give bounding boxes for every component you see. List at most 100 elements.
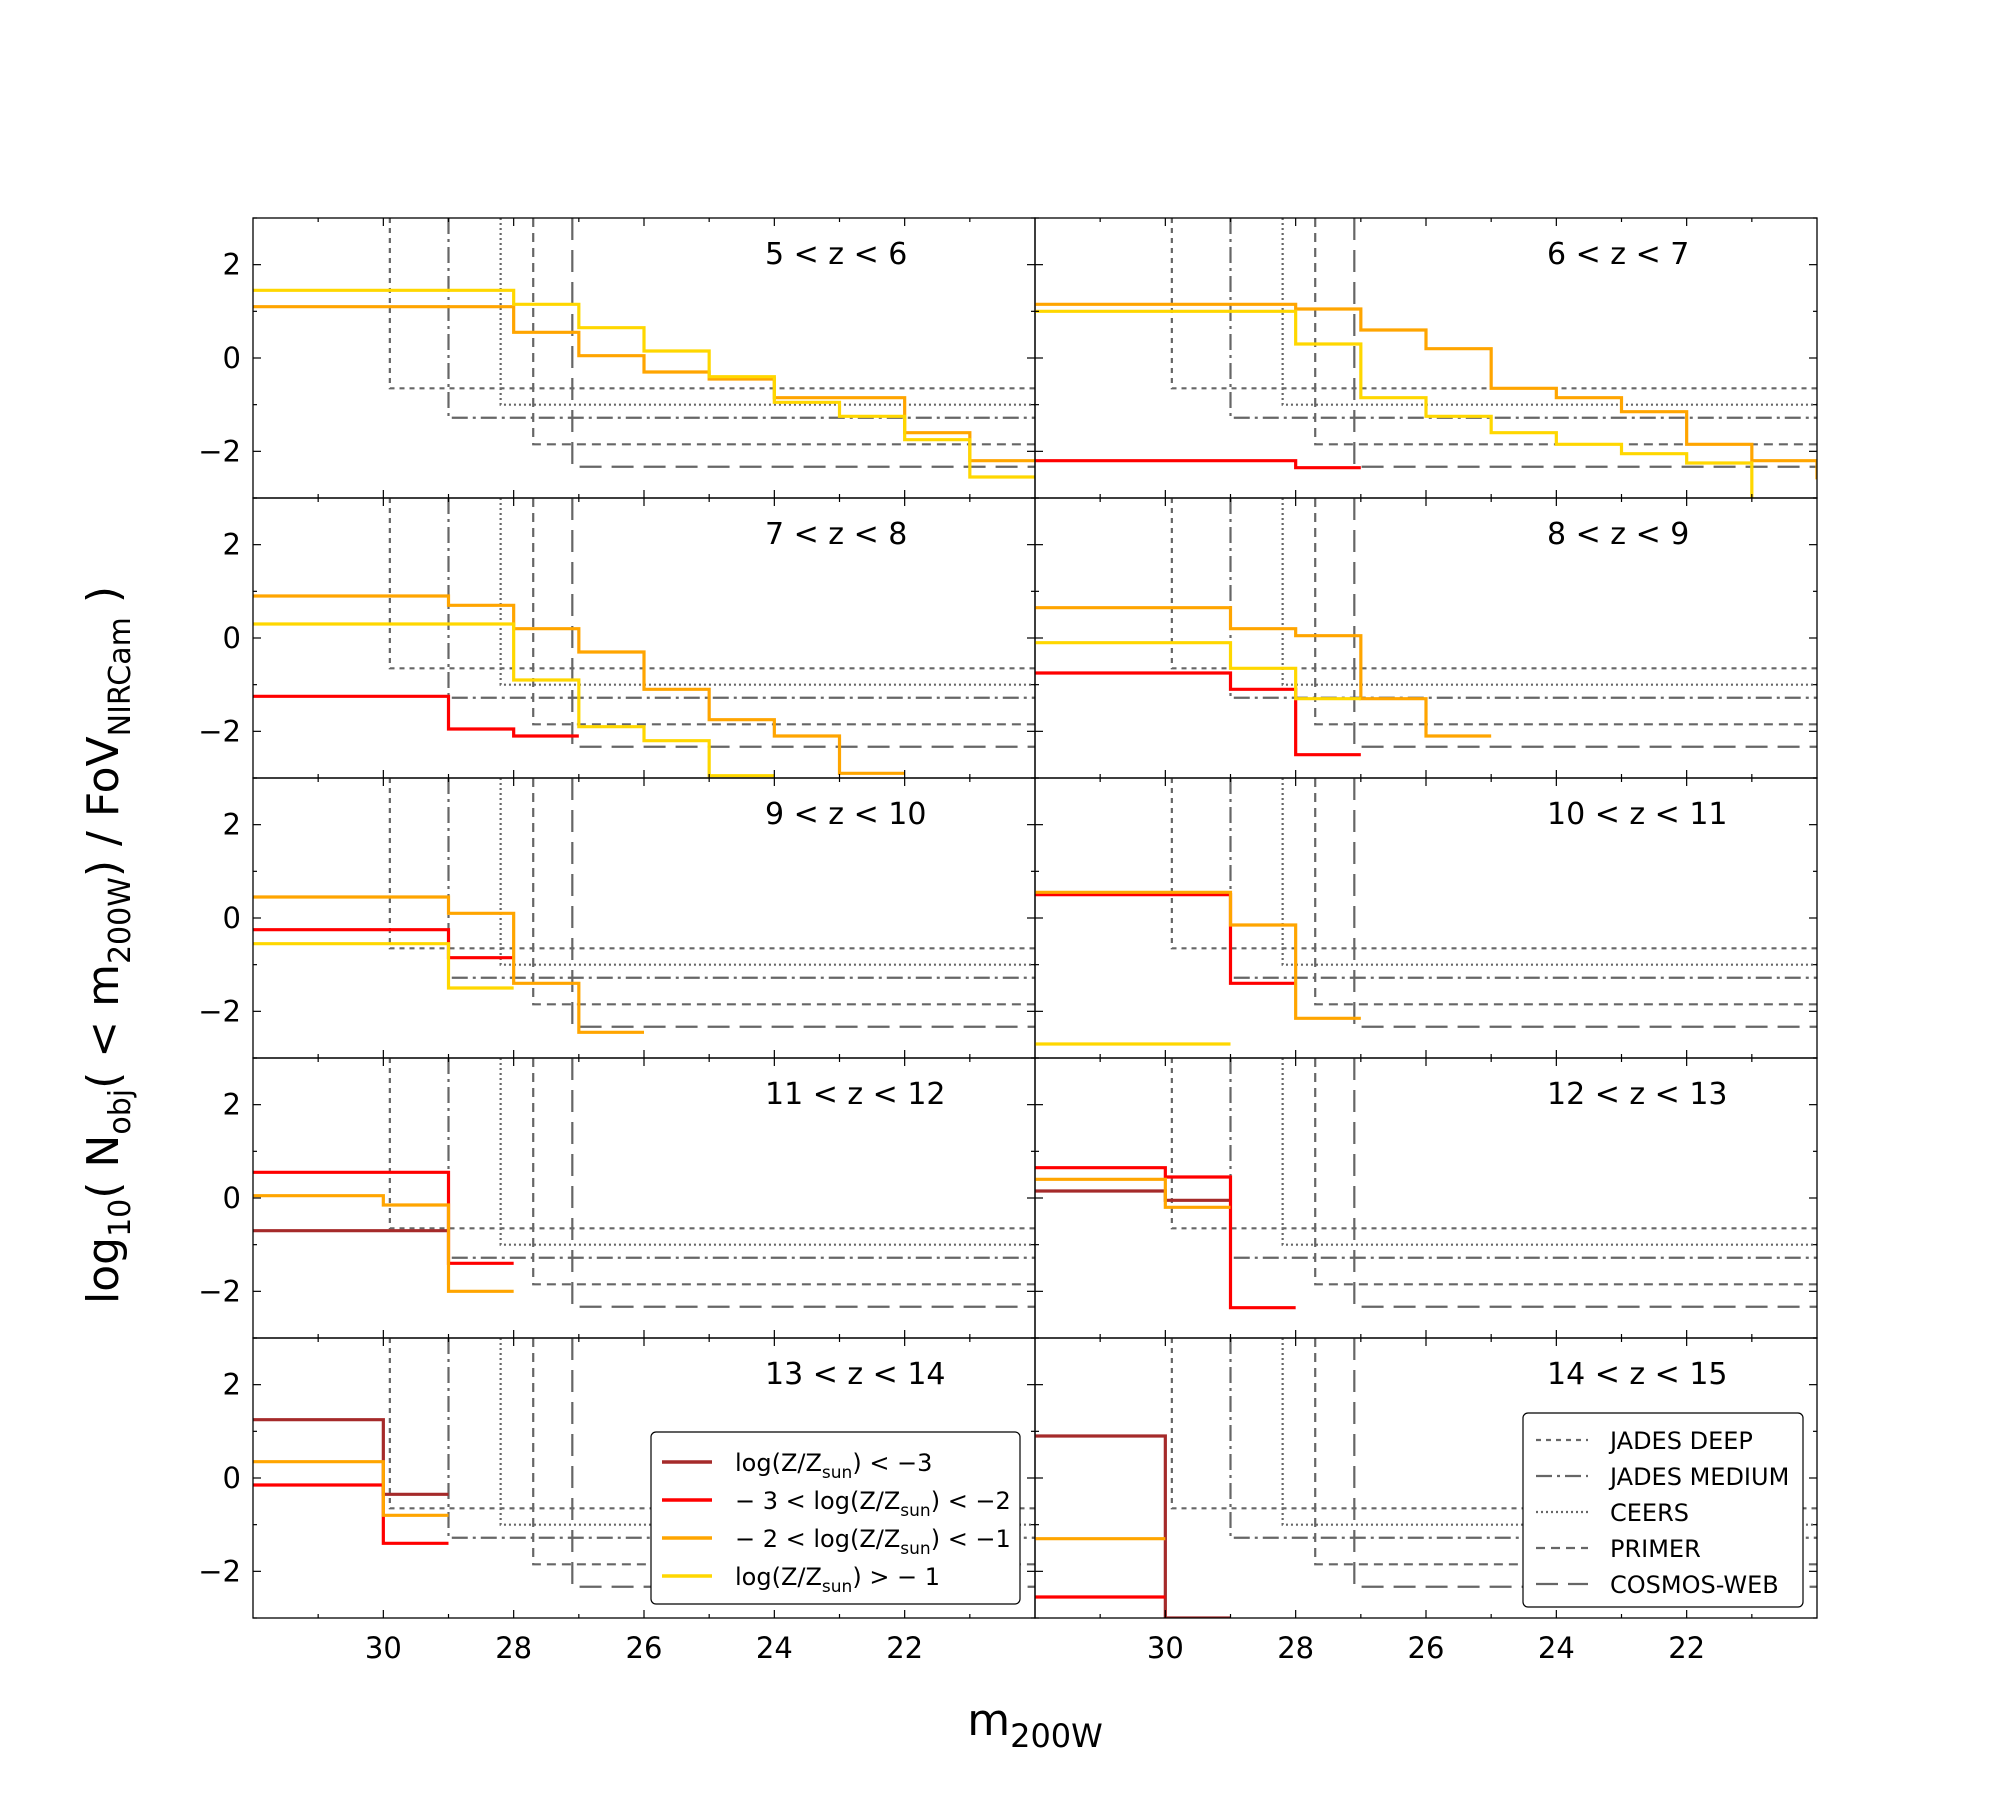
survey-limit-ceers [499, 498, 1035, 686]
redshift-label: 9 < z < 10 [765, 797, 926, 832]
series-z2 [253, 694, 579, 738]
series-z4 [1035, 309, 1754, 498]
series-z3 [253, 895, 644, 1034]
legend-label-jades_deep: JADES DEEP [1608, 1427, 1753, 1455]
legend-label-z1: log(Z/Zsun) < −3 [735, 1449, 932, 1483]
x-tick-label: 26 [626, 1631, 663, 1665]
redshift-label: 7 < z < 8 [765, 517, 907, 552]
redshift-label: 6 < z < 7 [1547, 237, 1689, 272]
y-tick-label: 0 [223, 901, 241, 935]
legend-label-primer: PRIMER [1610, 1535, 1701, 1563]
series-z3 [1035, 890, 1361, 1020]
y-tick-label: −2 [198, 994, 241, 1028]
survey-limit-jades_medium [1229, 1058, 1817, 1259]
y-axis-label: log10( Nobj( < m200W) / FoVNIRCam ) [78, 586, 138, 1304]
redshift-label: 12 < z < 13 [1547, 1077, 1728, 1112]
x-tick-label: 22 [886, 1631, 923, 1665]
panel: 30 28 26 24 22 14 < z < 15 [1034, 1337, 1818, 1665]
survey-limit-jades_deep [388, 498, 1035, 670]
legend-label-jades_medium: JADES MEDIUM [1608, 1463, 1789, 1491]
series-z2 [1035, 1166, 1296, 1310]
series-z3 [1035, 302, 1817, 480]
series-z2 [253, 1170, 514, 1265]
redshift-label: 11 < z < 12 [765, 1077, 946, 1112]
survey-limit-jades_medium [447, 1058, 1035, 1259]
survey-limit-ceers [1281, 1058, 1817, 1246]
y-tick-label: −2 [198, 1554, 241, 1588]
series-z4 [253, 622, 775, 778]
y-tick-label: 2 [223, 808, 241, 842]
svg-text:m200W: m200W [967, 1695, 1103, 1755]
survey-limit-primer [532, 778, 1035, 1006]
y-tick-label: 0 [223, 341, 241, 375]
survey-limit-cosmos [1353, 218, 1817, 468]
panel: 2 0 −2 11 < z < 12 [198, 1057, 1036, 1339]
legend-label-cosmos: COSMOS-WEB [1610, 1571, 1779, 1599]
series-z1 [253, 1418, 449, 1496]
survey-limit-ceers [499, 1058, 1035, 1246]
survey-limit-ceers [499, 778, 1035, 966]
legend-label-z2: − 3 < log(Z/Zsun) < −2 [735, 1487, 1011, 1521]
survey-limit-cosmos [1353, 1058, 1817, 1308]
survey-limit-ceers [1281, 778, 1817, 966]
y-tick-label: 2 [223, 248, 241, 282]
survey-limit-jades_deep [1170, 778, 1817, 950]
x-tick-label: 24 [1538, 1631, 1575, 1665]
survey-limit-jades_medium [447, 498, 1035, 699]
series-z4 [1035, 641, 1361, 701]
y-tick-label: −2 [198, 1274, 241, 1308]
series-z1 [1035, 1189, 1231, 1202]
survey-limit-ceers [1281, 498, 1817, 686]
survey-limit-jades_medium [1229, 778, 1817, 979]
x-tick-label: 30 [1147, 1631, 1184, 1665]
survey-limit-ceers [499, 1338, 1035, 1526]
survey-limit-primer [532, 498, 1035, 726]
x-tick-label: 28 [1277, 1631, 1314, 1665]
series-z1 [1035, 1434, 1231, 1618]
series-z3 [253, 594, 905, 775]
survey-limit-primer [1314, 498, 1817, 726]
panel: 8 < z < 9 [1034, 497, 1818, 779]
x-axis-label: m200W [967, 1695, 1103, 1755]
x-tick-label: 24 [756, 1631, 793, 1665]
panel: 6 < z < 7 [1034, 217, 1818, 499]
survey-limit-jades_medium [1229, 498, 1817, 699]
panel: 2 0 −2 9 < z < 10 [198, 777, 1036, 1059]
x-tick-label: 30 [365, 1631, 402, 1665]
survey-limit-jades_medium [447, 778, 1035, 979]
survey-limit-jades_medium [1229, 218, 1817, 419]
legend-label-ceers: CEERS [1610, 1499, 1689, 1527]
survey-limit-cosmos [1353, 498, 1817, 748]
series-z2 [1035, 459, 1361, 470]
series-z4 [253, 288, 1035, 479]
survey-limit-ceers [499, 218, 1035, 406]
redshift-label: 10 < z < 11 [1547, 797, 1728, 832]
redshift-label: 14 < z < 15 [1547, 1357, 1728, 1392]
legend-label-z4: log(Z/Zsun) > − 1 [735, 1563, 940, 1597]
panels-layer: 2 0 −2 5 < z < 6 6 < z < 7 2 0 −2 7 < z < 8 8 < z… [198, 217, 1818, 1665]
svg-text:log10( Nobj( < m200W) / FoVNIR: log10( Nobj( < m200W) / FoVNIRCam ) [78, 586, 138, 1304]
series-z3 [253, 305, 1035, 463]
survey-limit-primer [532, 1058, 1035, 1286]
x-tick-label: 26 [1408, 1631, 1445, 1665]
y-tick-label: 2 [223, 1368, 241, 1402]
survey-limit-cosmos [571, 218, 1035, 468]
series-z3 [1035, 606, 1492, 738]
redshift-label: 8 < z < 9 [1547, 517, 1689, 552]
survey-limit-jades_deep [388, 778, 1035, 950]
series-z3 [253, 1460, 449, 1517]
panel: 12 < z < 13 [1034, 1057, 1818, 1339]
x-tick-label: 28 [495, 1631, 532, 1665]
survey-limit-cosmos [571, 1058, 1035, 1308]
survey-limit-cosmos [1353, 778, 1817, 1028]
survey-limit-jades_deep [388, 218, 1035, 390]
survey-limit-cosmos [571, 498, 1035, 748]
survey-limit-cosmos [571, 778, 1035, 1028]
survey-limit-jades_deep [1170, 218, 1817, 390]
survey-limit-primer [1314, 778, 1817, 1006]
y-tick-label: 0 [223, 1181, 241, 1215]
metallicity-legend: log(Z/Zsun) < −3 − 3 < log(Z/Zsun) < −2 − … [650, 1431, 1021, 1605]
survey-limit-primer [1314, 218, 1817, 446]
survey-legend: JADES DEEP JADES MEDIUM CEERS PRIMER COSMOS-… [1522, 1412, 1804, 1608]
